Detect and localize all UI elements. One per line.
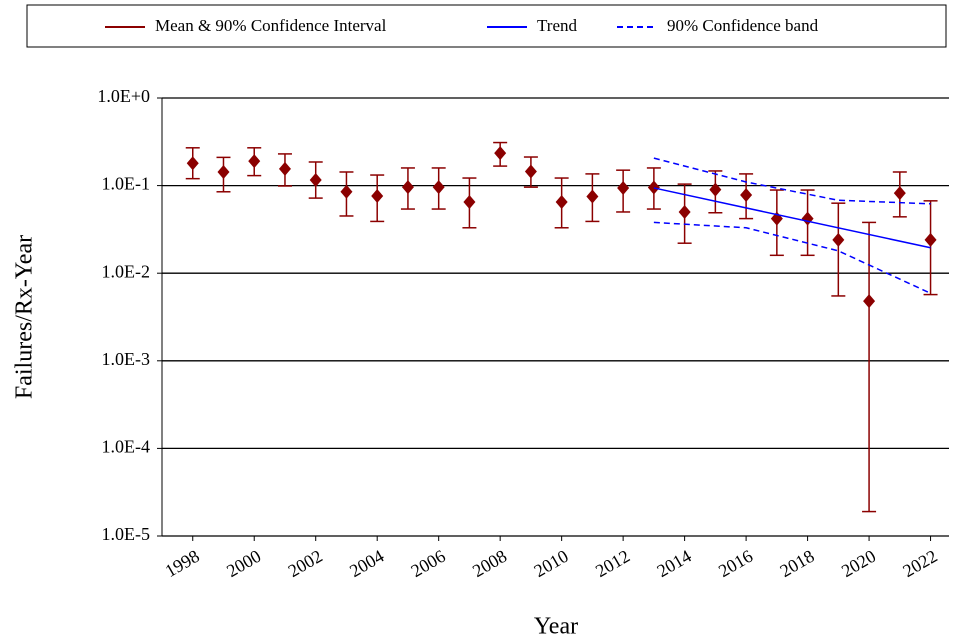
mean-marker: [401, 180, 414, 195]
trend-line: [653, 187, 931, 249]
mean-marker: [647, 180, 660, 195]
x-tick-label: 2022: [899, 546, 940, 581]
x-tick-label: 2004: [346, 546, 387, 581]
x-tick-label: 2012: [592, 546, 633, 581]
mean-marker: [432, 180, 445, 195]
confidence-band: [653, 221, 931, 294]
x-tick-label: 2020: [838, 546, 879, 581]
mean-marker: [863, 294, 876, 309]
mean-marker: [832, 232, 845, 247]
x-tick-label: 2008: [469, 546, 510, 581]
x-tick-label: 2018: [776, 546, 817, 581]
x-tick-label: 2006: [408, 546, 449, 581]
legend-label: Trend: [537, 16, 577, 35]
y-tick-label: 1.0E-2: [102, 261, 151, 281]
mean-marker: [371, 189, 384, 204]
confidence-band: [653, 157, 931, 205]
mean-marker: [186, 156, 199, 171]
y-tick-label: 1.0E-1: [102, 174, 151, 194]
mean-marker: [309, 172, 322, 187]
mean-marker: [217, 164, 230, 179]
mean-marker: [924, 232, 937, 247]
mean-marker: [524, 164, 537, 179]
y-axis-title: Failures/Rx-Year: [12, 235, 38, 399]
mean-marker: [463, 194, 476, 209]
y-tick-label: 1.0E-5: [102, 524, 151, 544]
x-tick-label: 2002: [285, 546, 326, 581]
x-tick-label: 1998: [162, 546, 203, 581]
mean-marker: [555, 194, 568, 209]
x-tick-label: 2000: [223, 546, 264, 581]
mean-marker: [893, 186, 906, 201]
y-tick-label: 1.0E-3: [102, 349, 151, 369]
legend-label: Mean & 90% Confidence Interval: [155, 16, 387, 35]
legend-box: [26, 4, 947, 48]
mean-marker: [586, 189, 599, 204]
x-axis-title: Year: [534, 614, 578, 640]
mean-marker: [678, 204, 691, 219]
legend-label: 90% Confidence band: [667, 16, 819, 35]
mean-marker: [278, 161, 291, 176]
x-tick-label: 2010: [531, 546, 572, 581]
y-tick-label: 1.0E-4: [102, 437, 151, 457]
mean-marker: [801, 211, 814, 226]
mean-marker: [740, 188, 753, 203]
mean-marker: [494, 146, 507, 161]
x-tick-label: 2014: [654, 546, 695, 581]
mean-marker: [617, 180, 630, 195]
mean-marker: [709, 182, 722, 197]
x-tick-label: 2016: [715, 546, 756, 581]
mean-marker: [248, 154, 261, 169]
y-tick-label: 1.0E+0: [97, 86, 150, 106]
mean-marker: [340, 184, 353, 199]
